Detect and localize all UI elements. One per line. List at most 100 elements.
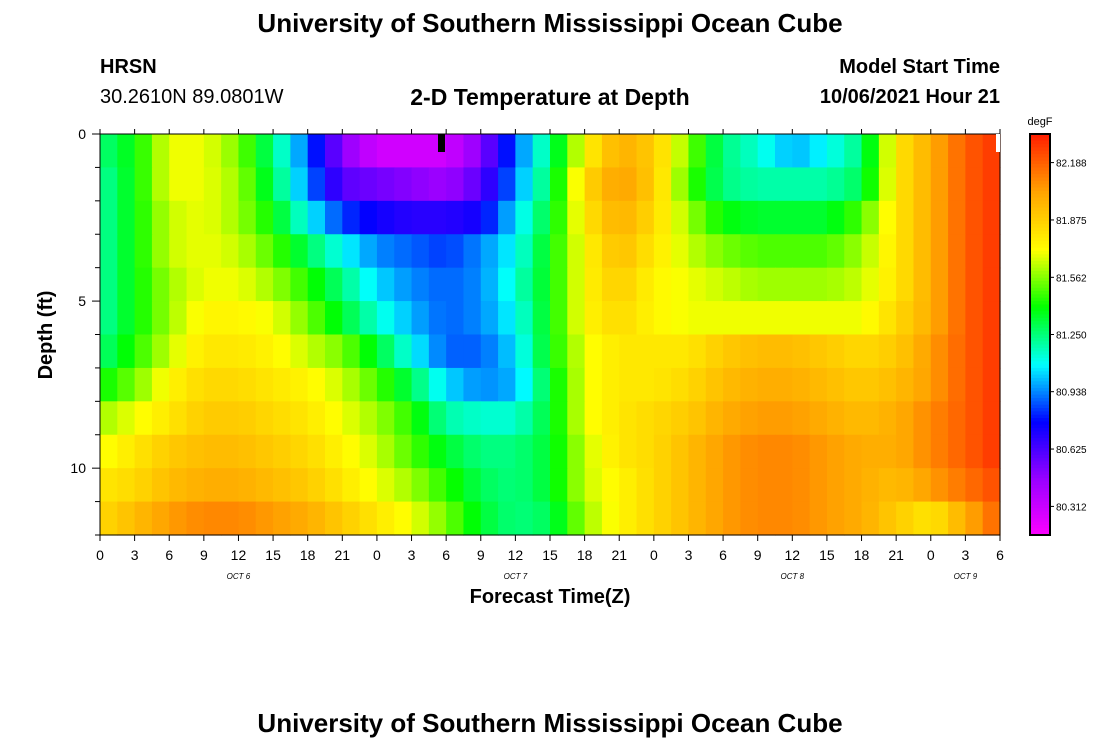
heatmap-cell [550, 434, 568, 469]
colorbar-segment [1030, 438, 1050, 443]
heatmap-cell [861, 167, 880, 202]
heatmap-cell [792, 334, 811, 369]
x-tick-label: 15 [819, 547, 835, 563]
heatmap-cell [826, 301, 845, 336]
colorbar-segment [1030, 281, 1050, 285]
colorbar-segment [1030, 217, 1050, 222]
colorbar-segment [1030, 240, 1050, 245]
heatmap-cell [550, 134, 568, 169]
heatmap-cell [255, 501, 274, 536]
x-tick-label: 12 [508, 547, 524, 563]
heatmap-cell [325, 501, 343, 536]
heatmap-cell [290, 267, 309, 302]
heatmap-cell [411, 200, 430, 235]
heatmap-cell [636, 501, 655, 536]
heatmap-cell [151, 334, 170, 369]
heatmap-cell [688, 401, 707, 436]
heatmap-cell [653, 434, 672, 469]
heatmap-cell [878, 401, 897, 436]
heatmap-cell [636, 167, 655, 202]
heatmap-cell [826, 501, 845, 536]
heatmap-cell [394, 334, 413, 369]
heatmap-cell [601, 468, 620, 503]
heatmap-cell [342, 334, 361, 369]
heatmap-cell [290, 167, 309, 202]
heatmap-cell [619, 267, 638, 302]
colorbar-segment [1030, 210, 1050, 215]
heatmap-cell [619, 468, 638, 503]
heatmap-cell [428, 401, 447, 436]
heatmap-cell [550, 401, 568, 436]
colorbar-segment [1030, 431, 1050, 436]
heatmap-cell [740, 434, 759, 469]
heatmap-cell [826, 468, 845, 503]
heatmap-cell [723, 434, 741, 469]
heatmap-cell [878, 367, 897, 402]
heatmap-cell [151, 367, 170, 402]
heatmap-cell [151, 468, 170, 503]
heatmap-cell [584, 434, 603, 469]
heatmap-cell [757, 434, 776, 469]
heatmap-cell [723, 167, 741, 202]
heatmap-cell [809, 434, 828, 469]
heatmap-cell [273, 267, 291, 302]
x-tick-label: 3 [685, 547, 693, 563]
heatmap-cell [930, 234, 949, 269]
heatmap-cell [653, 200, 672, 235]
colorbar-segment [1030, 354, 1050, 359]
heatmap-cell [532, 367, 551, 402]
heatmap-cell [844, 267, 863, 302]
heatmap-cell [671, 401, 690, 436]
colorbar-segment [1030, 494, 1050, 499]
heatmap-cell [117, 267, 136, 302]
x-tick-label: 21 [611, 547, 627, 563]
heatmap-cell [134, 234, 153, 269]
heatmap-cell [325, 401, 343, 436]
heatmap-cell [948, 200, 966, 235]
heatmap-cell [567, 434, 586, 469]
colorbar-segment [1030, 391, 1050, 396]
colorbar-segment [1030, 387, 1050, 392]
heatmap-cell [705, 267, 724, 302]
heatmap-cell [861, 367, 880, 402]
heatmap-cell [584, 267, 603, 302]
heatmap-cell [688, 434, 707, 469]
heatmap-cell [394, 401, 413, 436]
heatmap-cell [982, 167, 1001, 202]
heatmap-cell [411, 134, 430, 169]
colorbar-segment [1030, 371, 1050, 376]
heatmap-cell [792, 434, 811, 469]
x-tick-label: 3 [408, 547, 416, 563]
heatmap-cell [965, 334, 984, 369]
colorbar-segment [1030, 468, 1050, 473]
heatmap-cell [878, 134, 897, 169]
heatmap-cell [723, 501, 741, 536]
heatmap-cell [307, 401, 326, 436]
colorbar-segment [1030, 314, 1050, 319]
heatmap-cell [446, 501, 465, 536]
heatmap-cell [740, 200, 759, 235]
heatmap-cell [913, 200, 932, 235]
heatmap-cell [671, 301, 690, 336]
heatmap-cell [705, 134, 724, 169]
heatmap-cell [151, 167, 170, 202]
heatmap-cell [342, 134, 361, 169]
heatmap-cell [757, 267, 776, 302]
heatmap-cell [653, 267, 672, 302]
y-axis: 0 5 10 [70, 126, 100, 536]
heatmap-cell [775, 200, 793, 235]
heatmap-cell [186, 401, 205, 436]
heatmap-cell [671, 234, 690, 269]
heatmap-cell [480, 301, 499, 336]
heatmap-cell [948, 468, 966, 503]
colorbar-segment [1030, 401, 1050, 406]
heatmap-cell [965, 200, 984, 235]
heatmap-cell [186, 434, 205, 469]
footer-title: University of Southern Mississippi Ocean… [257, 708, 843, 738]
heatmap-cell [428, 234, 447, 269]
heatmap-cell [930, 167, 949, 202]
heatmap-cell [878, 167, 897, 202]
heatmap-cell [913, 468, 932, 503]
heatmap-cell [584, 134, 603, 169]
heatmap-cell [653, 234, 672, 269]
